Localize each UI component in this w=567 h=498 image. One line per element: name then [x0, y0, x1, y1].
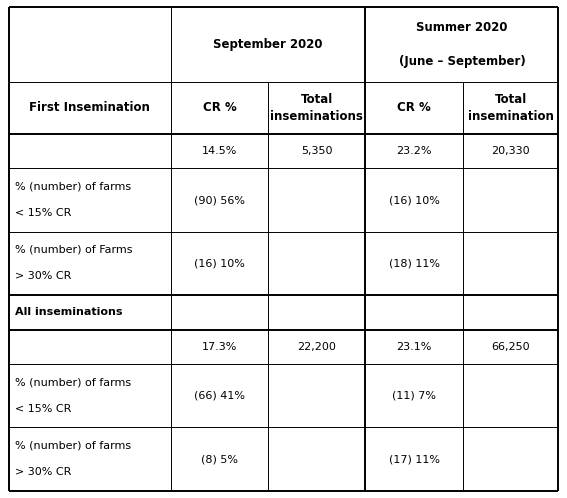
Bar: [463, 295, 558, 330]
Text: All inseminations: All inseminations: [15, 307, 123, 317]
Bar: [268, 427, 366, 491]
Bar: [268, 168, 366, 232]
Bar: [268, 7, 366, 82]
Bar: [366, 330, 463, 365]
Text: First Insemination: First Insemination: [29, 101, 150, 114]
Text: % (number) of Farms

> 30% CR: % (number) of Farms > 30% CR: [15, 245, 133, 281]
Text: CR %: CR %: [202, 101, 236, 114]
Text: (66) 41%: (66) 41%: [194, 391, 245, 401]
Bar: [268, 365, 366, 427]
Bar: [171, 365, 268, 427]
Bar: [171, 232, 268, 295]
Bar: [463, 168, 558, 232]
Text: 17.3%: 17.3%: [202, 342, 237, 352]
Bar: [366, 295, 463, 330]
Text: (16) 10%: (16) 10%: [194, 258, 245, 268]
Bar: [268, 133, 366, 168]
Text: (16) 10%: (16) 10%: [389, 195, 439, 205]
Bar: [463, 330, 558, 365]
Text: (90) 56%: (90) 56%: [194, 195, 245, 205]
Text: % (number) of farms

> 30% CR: % (number) of farms > 30% CR: [15, 441, 132, 477]
Bar: [366, 232, 463, 295]
Text: 14.5%: 14.5%: [202, 146, 237, 156]
Text: % (number) of farms

< 15% CR: % (number) of farms < 15% CR: [15, 378, 132, 414]
Bar: [268, 82, 366, 133]
Bar: [171, 7, 268, 82]
Bar: [9, 168, 171, 232]
Text: Total
insemination: Total insemination: [468, 93, 553, 123]
Bar: [268, 330, 366, 365]
Bar: [9, 82, 171, 133]
Text: CR %: CR %: [397, 101, 431, 114]
Bar: [171, 295, 268, 330]
Text: (11) 7%: (11) 7%: [392, 391, 436, 401]
Text: September 2020: September 2020: [213, 38, 323, 51]
Bar: [171, 330, 268, 365]
Bar: [9, 330, 171, 365]
Text: 23.2%: 23.2%: [396, 146, 432, 156]
Bar: [366, 133, 463, 168]
Bar: [9, 232, 171, 295]
Bar: [9, 133, 171, 168]
Bar: [366, 7, 463, 82]
Text: Summer 2020

(June – September): Summer 2020 (June – September): [399, 21, 526, 68]
Bar: [171, 427, 268, 491]
Bar: [171, 82, 268, 133]
Bar: [366, 427, 463, 491]
Bar: [463, 82, 558, 133]
Bar: [171, 133, 268, 168]
Bar: [268, 232, 366, 295]
Bar: [463, 427, 558, 491]
Text: (17) 11%: (17) 11%: [388, 454, 439, 464]
Bar: [463, 232, 558, 295]
Bar: [463, 7, 558, 82]
Text: 23.1%: 23.1%: [396, 342, 432, 352]
Bar: [268, 295, 366, 330]
Text: (8) 5%: (8) 5%: [201, 454, 238, 464]
Bar: [9, 365, 171, 427]
Text: (18) 11%: (18) 11%: [388, 258, 439, 268]
Text: Total
inseminations: Total inseminations: [270, 93, 363, 123]
Bar: [171, 168, 268, 232]
Text: 20,330: 20,330: [492, 146, 530, 156]
Bar: [463, 365, 558, 427]
Bar: [463, 133, 558, 168]
Bar: [366, 82, 463, 133]
Bar: [366, 168, 463, 232]
Bar: [9, 7, 171, 82]
Text: 22,200: 22,200: [297, 342, 336, 352]
Text: 5,350: 5,350: [301, 146, 332, 156]
Bar: [366, 365, 463, 427]
Text: 66,250: 66,250: [492, 342, 530, 352]
Bar: [9, 295, 171, 330]
Text: % (number) of farms

< 15% CR: % (number) of farms < 15% CR: [15, 182, 132, 218]
Bar: [9, 427, 171, 491]
